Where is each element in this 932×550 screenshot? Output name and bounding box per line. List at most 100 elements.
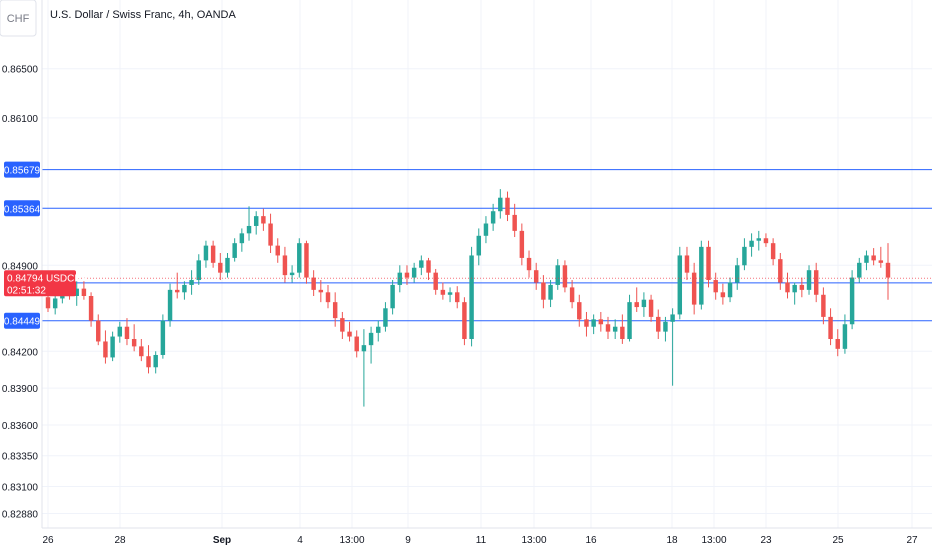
candle-body[interactable] <box>103 341 108 358</box>
candle-body[interactable] <box>548 284 553 300</box>
candle-body[interactable] <box>297 243 302 273</box>
candle-body[interactable] <box>878 260 884 263</box>
candle-body[interactable] <box>110 336 115 358</box>
candle-body[interactable] <box>835 339 840 349</box>
candle-body[interactable] <box>684 255 690 273</box>
candle-body[interactable] <box>555 265 560 285</box>
candle-body[interactable] <box>763 238 769 244</box>
candle-body[interactable] <box>203 245 209 261</box>
candle-body[interactable] <box>210 245 216 263</box>
candle-body[interactable] <box>74 288 79 297</box>
time-axis[interactable]: 26 28 Sep 4 13:00 9 11 13:00 16 18 13:00 23 25 27 <box>42 527 932 546</box>
candles[interactable] <box>45 189 891 407</box>
candle-body[interactable] <box>735 265 740 283</box>
candle-body[interactable] <box>713 280 718 293</box>
candle-body[interactable] <box>318 289 324 293</box>
candle-body[interactable] <box>189 280 194 285</box>
candle-body[interactable] <box>813 270 819 295</box>
candle-body[interactable] <box>634 302 639 308</box>
candle-body[interactable] <box>792 284 797 293</box>
candle-body[interactable] <box>742 246 747 266</box>
candle-body[interactable] <box>541 282 546 300</box>
candle-body[interactable] <box>699 246 704 305</box>
candle-body[interactable] <box>433 272 438 290</box>
candle-body[interactable] <box>311 277 316 290</box>
candle-body[interactable] <box>778 259 783 283</box>
candle-body[interactable] <box>52 298 58 309</box>
candle-body[interactable] <box>325 292 331 303</box>
candle-body[interactable] <box>246 225 252 234</box>
candle-body[interactable] <box>340 318 345 332</box>
candle-body[interactable] <box>770 243 776 260</box>
candle-body[interactable] <box>175 289 180 293</box>
candle-body[interactable] <box>218 262 223 273</box>
candle-body[interactable] <box>871 255 876 261</box>
candle-body[interactable] <box>849 277 855 325</box>
currency-tag-box[interactable] <box>0 0 37 37</box>
candle-body[interactable] <box>261 216 266 224</box>
candle-body[interactable] <box>598 319 604 325</box>
candle-body[interactable] <box>124 326 130 340</box>
candle-body[interactable] <box>232 243 237 258</box>
candle-body[interactable] <box>139 346 144 357</box>
candle-body[interactable] <box>569 287 575 303</box>
candle-body[interactable] <box>656 316 661 332</box>
candle-body[interactable] <box>426 260 431 273</box>
candle-body[interactable] <box>562 265 568 288</box>
candle-body[interactable] <box>146 356 151 368</box>
candle-body[interactable] <box>332 302 338 319</box>
candle-body[interactable] <box>354 336 359 352</box>
candle-body[interactable] <box>440 289 446 295</box>
candle-body[interactable] <box>196 260 201 281</box>
candle-body[interactable] <box>857 262 862 278</box>
candle-body[interactable] <box>275 245 280 256</box>
candle-body[interactable] <box>368 332 374 346</box>
candle-body[interactable] <box>706 246 711 281</box>
candle-body[interactable] <box>749 240 754 247</box>
candle-body[interactable] <box>390 284 395 309</box>
candle-body[interactable] <box>612 326 618 332</box>
candle-body[interactable] <box>153 354 158 368</box>
candle-body[interactable] <box>419 260 424 268</box>
candle-body[interactable] <box>376 326 381 333</box>
candle-body[interactable] <box>182 284 187 293</box>
candle-body[interactable] <box>490 211 496 224</box>
candle-body[interactable] <box>469 255 474 340</box>
candle-body[interactable] <box>512 214 517 231</box>
candle-body[interactable] <box>620 326 625 340</box>
candle-body[interactable] <box>411 267 417 278</box>
candle-body[interactable] <box>347 331 352 337</box>
candle-body[interactable] <box>605 324 611 332</box>
candle-body[interactable] <box>455 292 460 303</box>
candle-body[interactable] <box>225 257 230 273</box>
candle-body[interactable] <box>81 288 87 297</box>
candle-body[interactable] <box>821 294 826 317</box>
candle-body[interactable] <box>131 339 137 347</box>
currency-tag[interactable]: CHF <box>7 13 30 25</box>
candle-body[interactable] <box>519 230 525 258</box>
candle-body[interactable] <box>96 320 101 342</box>
candle-body[interactable] <box>648 299 654 317</box>
candle-body[interactable] <box>864 255 869 263</box>
candle-body[interactable] <box>447 292 453 295</box>
candle-body[interactable] <box>756 238 761 241</box>
candle-body[interactable] <box>483 223 489 236</box>
candle-body[interactable] <box>289 272 295 276</box>
candle-body[interactable] <box>253 216 259 226</box>
candle-body[interactable] <box>577 302 582 320</box>
candle-body[interactable] <box>462 302 467 340</box>
candle-body[interactable] <box>383 308 388 327</box>
candle-body[interactable] <box>282 255 288 276</box>
candle-body[interactable] <box>885 262 891 278</box>
candle-body[interactable] <box>88 296 94 321</box>
candle-body[interactable] <box>727 282 733 298</box>
candle-body[interactable] <box>45 297 51 309</box>
candle-body[interactable] <box>476 235 481 256</box>
candle-body[interactable] <box>720 292 726 298</box>
candle-body[interactable] <box>691 272 697 305</box>
candle-body[interactable] <box>584 319 589 327</box>
candle-body[interactable] <box>167 289 173 321</box>
candle-body[interactable] <box>663 321 668 332</box>
